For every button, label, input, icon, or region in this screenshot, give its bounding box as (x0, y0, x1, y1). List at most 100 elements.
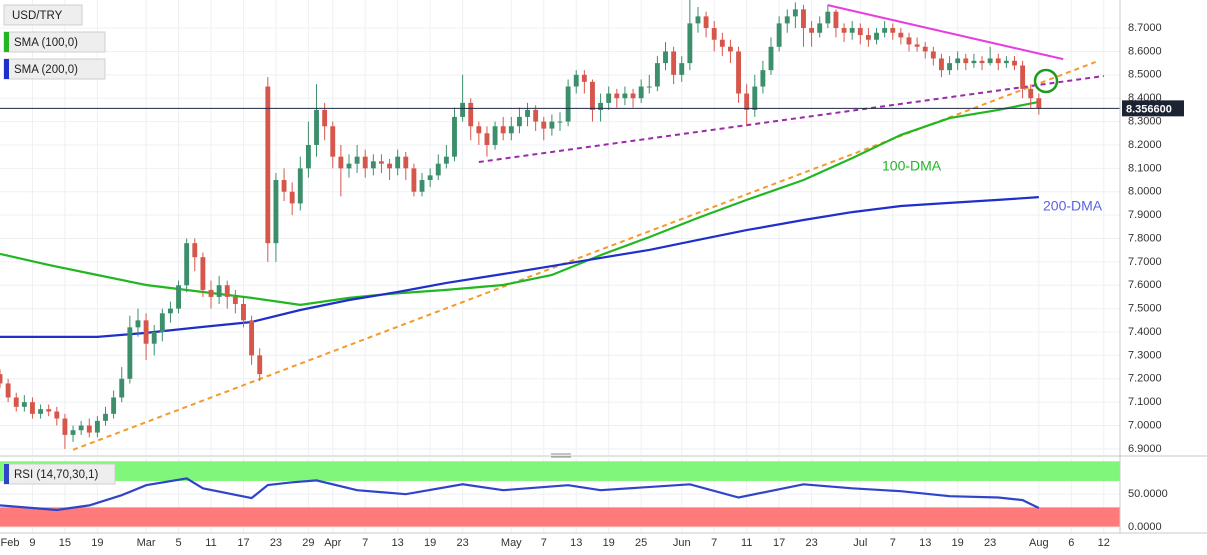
rsi-pane (0, 458, 1120, 533)
candle-body (695, 16, 701, 24)
candle-body (1012, 60, 1017, 66)
candle-body (452, 116, 457, 157)
x-tick-label: Feb (1, 537, 20, 549)
candle-body (370, 161, 376, 169)
candle-body (1020, 65, 1026, 89)
y-tick-label: 7.0000 (1128, 419, 1162, 431)
y-tick-label: 7.9000 (1128, 209, 1162, 221)
candle-body (192, 243, 198, 258)
y-tick-label: 7.3000 (1128, 349, 1162, 361)
candle-body (557, 121, 563, 123)
candle-body (890, 28, 896, 33)
candle-body (646, 86, 652, 88)
candle-body (86, 425, 92, 433)
pane-handle[interactable] (551, 453, 571, 458)
candle-body (963, 58, 969, 64)
y-tick-label: 0.0000 (1128, 521, 1162, 533)
last-price: 8.356600 (1122, 100, 1184, 117)
y-tick-label: 8.7000 (1128, 22, 1162, 34)
x-tick-label: Apr (324, 537, 341, 549)
x-tick-label: 9 (29, 537, 35, 549)
candle-body (232, 296, 238, 304)
candle-body (809, 28, 815, 33)
x-tick-label: 11 (741, 537, 752, 549)
candle-body (216, 285, 222, 297)
candle-body (533, 109, 539, 122)
rsi-band (0, 461, 1120, 482)
candle-body (955, 58, 961, 64)
y-tick-label: 8.3000 (1128, 115, 1162, 127)
candle-body (379, 161, 384, 164)
y-tick-label: 7.5000 (1128, 303, 1162, 315)
candle-body (281, 180, 287, 192)
candle-body (103, 413, 108, 421)
x-tick-label: Jul (853, 537, 867, 549)
candle-body (874, 32, 879, 40)
x-tick-label: Jun (673, 537, 691, 549)
candle-body (728, 46, 733, 52)
candle-body (435, 163, 441, 176)
candle-body (111, 397, 117, 414)
price-pane (0, 0, 1120, 455)
trendline (478, 74, 1104, 164)
y-tick-label: 8.0000 (1128, 186, 1162, 198)
legend-label: SMA (100,0) (14, 37, 78, 49)
candle-body (1003, 60, 1009, 64)
candle-body (549, 121, 555, 129)
candle-body (581, 74, 587, 82)
candle-body (330, 126, 336, 157)
candle-body (411, 168, 417, 192)
line-series (0, 100, 1040, 307)
x-tick-label: 19 (91, 537, 103, 549)
x-tick-label: 7 (890, 537, 896, 549)
x-tick-label: 7 (541, 537, 547, 549)
legend-swatch (4, 464, 9, 484)
x-tick-label: 19 (952, 537, 964, 549)
candle-body (476, 126, 482, 134)
x-tick-label: 11 (205, 537, 216, 549)
annotation: 200-DMA (1043, 198, 1103, 214)
x-tick-label: 13 (570, 537, 582, 549)
candle-body (289, 191, 295, 204)
candle-body (971, 60, 977, 64)
x-tick-label: 23 (805, 537, 817, 549)
candle-body (882, 28, 888, 33)
candle-body (135, 320, 141, 328)
candle-body (947, 63, 952, 71)
candle-body (127, 327, 133, 379)
axes: Feb 9 15 19 Mar 5 11 17 23 29 Apr 7 13 19 23 May 7 13 19 25… (1, 22, 1168, 549)
x-tick-label: 23 (984, 537, 996, 549)
y-tick-label: 50.0000 (1128, 488, 1168, 500)
line-series (0, 196, 1039, 338)
candle-body (508, 126, 514, 134)
y-tick-label: 7.4000 (1128, 326, 1162, 338)
candle-body (525, 109, 530, 117)
candle-body (736, 51, 741, 94)
candle-body (606, 93, 612, 103)
x-tick-label: 17 (237, 537, 249, 549)
rsi-band (0, 507, 1120, 528)
candle-body (54, 411, 60, 419)
candle-body (744, 93, 750, 110)
candle-body (801, 9, 806, 29)
candle-body (776, 23, 782, 47)
candle-body (94, 420, 100, 433)
candle-body (159, 313, 165, 333)
candle-body (297, 168, 303, 204)
legend-box (3, 4, 83, 26)
candle-body (224, 285, 230, 297)
candle-body (768, 46, 774, 71)
candle-body (38, 409, 44, 414)
candle-body (687, 23, 693, 64)
x-tick-label: 23 (270, 537, 282, 549)
candle-body (241, 303, 246, 321)
candle-body (468, 102, 474, 127)
candle-body (516, 116, 522, 127)
candle-body (0, 374, 3, 384)
candle-body (663, 51, 668, 64)
candle-body (403, 156, 409, 169)
candle-body (5, 383, 11, 398)
candle-body (590, 81, 595, 110)
candle-body (419, 180, 425, 192)
